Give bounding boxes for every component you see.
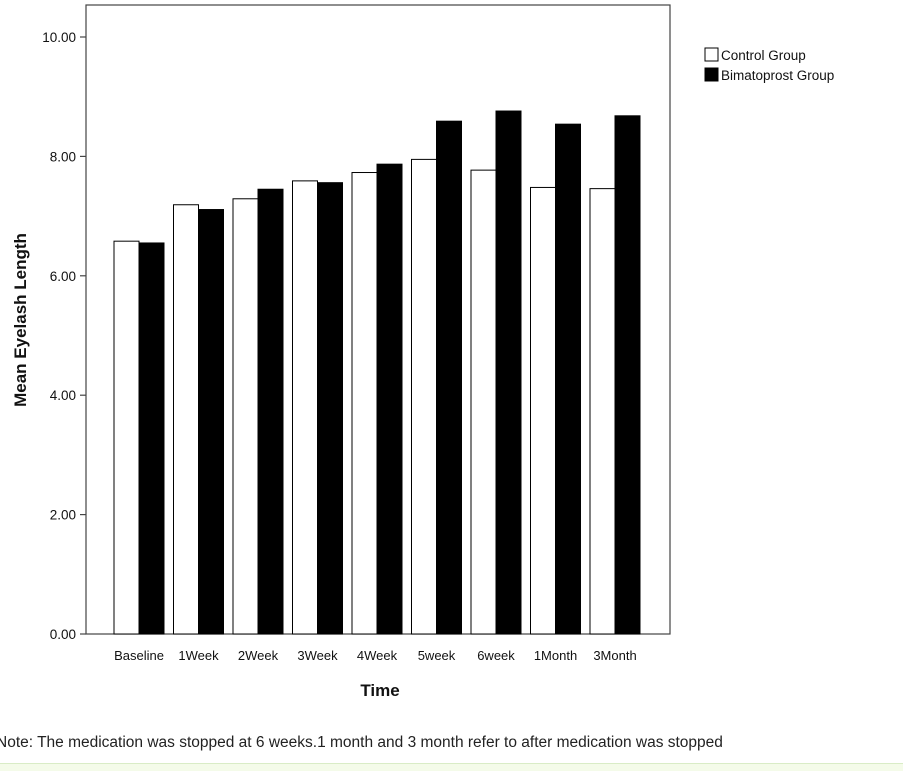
bar-control [173,204,199,635]
bar-bimatoprost [376,163,403,635]
y-axis: 0.00 2.00 4.00 6.00 8.00 10.00 [42,30,86,642]
bar-control [292,180,318,635]
y-tick-label: 2.00 [50,508,76,523]
bar-control [411,158,437,635]
x-tick-label: Baseline [114,648,164,663]
x-tick-label: 3Week [297,648,338,663]
bar-bimatoprost [555,123,581,635]
bar-bimatoprost [436,120,462,635]
x-tick-label: 2Week [238,648,279,663]
y-tick-label: 10.00 [42,30,76,45]
bar-bimatoprost [614,115,641,635]
legend-swatch-control [704,47,719,62]
bar-bimatoprost [138,242,165,635]
bar-control [232,198,259,635]
bar-bimatoprost [198,209,224,635]
bar-control [589,188,616,635]
x-tick-label: 1Month [534,648,577,663]
bar-control [113,240,140,635]
x-tick-label: 3Month [593,648,636,663]
bar-control [351,172,378,635]
x-tick-label: 1Week [178,648,219,663]
bar-control [530,186,556,635]
bar-bimatoprost [257,188,284,635]
y-axis-label: Mean Eyelash Length [11,233,30,407]
footer-band [0,763,903,771]
y-tick-label: 6.00 [50,269,76,284]
y-tick-label: 4.00 [50,388,76,403]
x-axis: Baseline 1Week 2Week 3Week 4Week 5week 6week 1M… [114,648,637,663]
x-axis-label: Time [360,681,399,700]
x-tick-label: 5week [418,648,456,663]
footnote: Note: The medication was stopped at 6 we… [0,734,723,751]
legend-swatch-bimatoprost [704,67,719,82]
legend-label-bimatoprost: Bimatoprost Group [721,68,834,83]
y-tick-label: 8.00 [50,149,76,164]
x-tick-label: 4Week [357,648,398,663]
y-tick-label: 0.00 [50,627,76,642]
x-tick-label: 6week [477,648,515,663]
bars [113,110,641,635]
legend-label-control: Control Group [721,48,806,63]
bar-bimatoprost [495,110,522,635]
bar-bimatoprost [317,182,343,635]
bar-control [470,169,497,635]
legend: Control Group Bimatoprost Group [704,47,834,83]
